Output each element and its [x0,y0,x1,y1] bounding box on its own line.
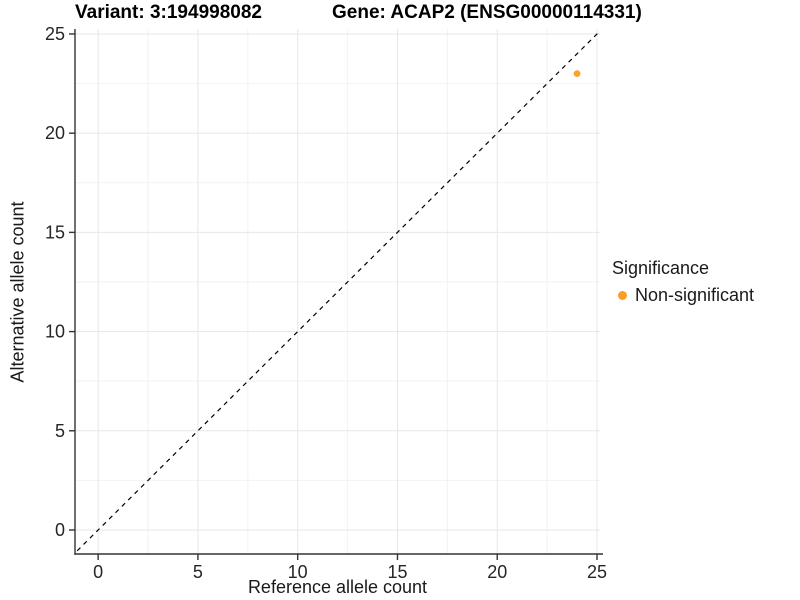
data-point [573,70,581,78]
y-tick-label: 0 [55,520,65,540]
legend-item: Non-significant [612,285,754,306]
x-tick-label: 5 [193,562,203,582]
y-tick-label: 25 [45,24,65,44]
legend-item-label: Non-significant [635,285,755,305]
y-tick-label: 20 [45,123,65,143]
x-tick-label: 10 [288,562,308,582]
x-tick-label: 0 [93,562,103,582]
legend-point-icon [618,291,627,300]
x-tick-label: 20 [487,562,507,582]
x-axis-title: Reference allele count [247,577,428,597]
legend-title: Significance [612,258,710,278]
y-tick-label: 15 [45,222,65,242]
gene-title: Gene: ACAP2 (ENSG00000114331) [332,2,642,23]
y-tick-label: 5 [55,421,65,441]
legend: Significance Non-significant [612,258,754,306]
variant-title: Variant: 3:194998082 [75,2,262,23]
identity-dashed-line [76,31,600,552]
x-tick-label: 25 [587,562,607,582]
y-axis-title: Alternative allele count [7,201,28,383]
y-tick-label: 10 [45,322,65,342]
x-tick-label: 15 [387,562,407,582]
